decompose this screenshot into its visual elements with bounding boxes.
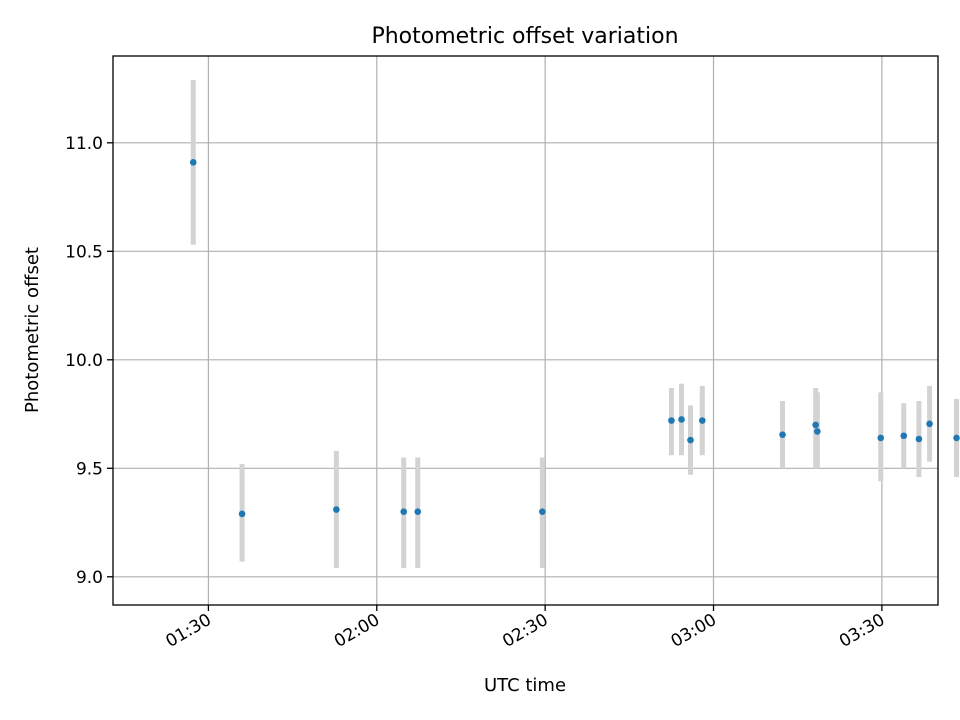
y-axis-label: Photometric offset xyxy=(22,247,43,413)
data-point xyxy=(668,417,675,424)
data-point xyxy=(539,508,546,515)
data-point xyxy=(779,431,786,438)
chart-title: Photometric offset variation xyxy=(371,24,678,49)
x-axis-label: UTC time xyxy=(484,675,566,696)
data-point xyxy=(900,432,908,440)
data-point xyxy=(238,510,246,518)
data-point xyxy=(189,159,197,166)
data-points xyxy=(189,159,960,518)
data-point xyxy=(915,435,923,443)
y-tick-label: 11.0 xyxy=(65,134,103,154)
plot-frame xyxy=(112,55,939,606)
y-tick-label: 9.0 xyxy=(76,568,103,588)
data-point xyxy=(698,417,706,424)
data-point xyxy=(814,428,821,435)
grid-lines xyxy=(113,56,938,605)
data-point xyxy=(926,420,933,428)
y-tick-label: 9.5 xyxy=(76,459,103,479)
data-point xyxy=(333,506,340,513)
data-point xyxy=(953,434,960,442)
y-tick-label: 10.0 xyxy=(65,351,103,371)
data-point xyxy=(414,508,422,515)
data-point xyxy=(812,421,819,429)
data-point xyxy=(678,416,685,423)
data-point xyxy=(687,436,694,444)
data-point xyxy=(400,508,408,515)
y-axis-ticks: 9.0 9.5 10.0 10.5 11.0 xyxy=(65,134,113,588)
data-point xyxy=(877,434,885,442)
y-tick-label: 10.5 xyxy=(65,242,103,262)
